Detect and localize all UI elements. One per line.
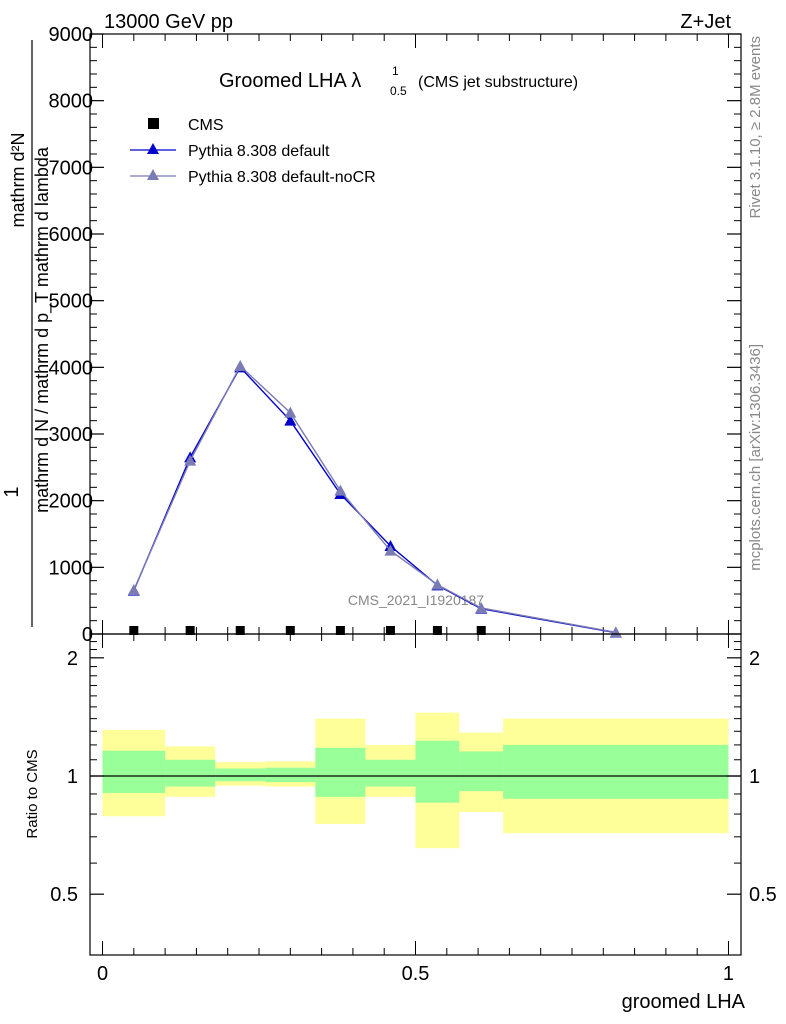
watermark: CMS_2021_I1920187 (348, 592, 484, 608)
cms-point (129, 626, 139, 635)
main-ytick-label: 8000 (49, 91, 94, 113)
ylabel-denominator: mathrm d N / mathrm d p_T mathrm d lambd… (32, 146, 53, 513)
cms-point (385, 626, 395, 635)
ratio-ytick-label-left: 1 (67, 766, 78, 788)
ratio-ticks: 0.5 0.5 1 1 2 2 0 0.5 1 (50, 634, 777, 985)
series-point-nocr (334, 484, 347, 496)
main-ytick-label: 1000 (49, 557, 94, 579)
cms-point (476, 626, 486, 635)
ratio-frame (89, 633, 742, 956)
series-point-nocr (127, 584, 140, 595)
chart-title: Groomed LHA λ 1 0.5 (CMS jet substructur… (219, 64, 578, 98)
ratio-xtick-label: 1 (723, 963, 734, 985)
ylabel-one: 1 (1, 486, 23, 497)
ratio-band-inner (165, 759, 216, 787)
ratio-band-inner (102, 750, 166, 794)
legend-marker-cms (148, 118, 159, 129)
side-text-rivet: Rivet 3.1.10, ≥ 2.8M events (747, 36, 764, 219)
ratio-band-inner (459, 751, 504, 792)
series-point-nocr (384, 544, 397, 556)
ratio-ytick-label-right: 2 (749, 648, 760, 670)
title-lambda: λ (351, 70, 361, 92)
title-suffix: (CMS jet substructure) (418, 74, 578, 91)
header-left: 13000 GeV pp (104, 11, 233, 33)
main-ticks: 0 1000 2000 3000 4000 5000 6000 7000 8000 9000 (49, 24, 741, 646)
ratio-band-inner (315, 747, 366, 797)
series-point-nocr (431, 578, 444, 590)
legend-label-nocr: Pythia 8.308 default-noCR (188, 169, 376, 186)
legend-label-cms: CMS (188, 117, 224, 134)
main-series (127, 360, 622, 638)
cms-point (235, 626, 245, 635)
x-axis-label: groomed LHA (622, 991, 746, 1013)
ratio-bands (90, 712, 741, 849)
ratio-ytick-label-right: 1 (749, 766, 760, 788)
main-ytick-label: 9000 (49, 24, 94, 46)
series-point-nocr (475, 602, 488, 613)
svg-text:Groomed LHA λ: Groomed LHA λ (219, 70, 361, 92)
series-point-default (284, 414, 297, 426)
main-ytick-label: 4000 (49, 357, 94, 379)
series-point-nocr (234, 360, 247, 371)
ratio-ytick-label-left: 2 (67, 648, 78, 670)
main-ytick-label: 5000 (49, 291, 94, 313)
cms-point (285, 626, 295, 635)
ratio-band-inner (215, 768, 266, 782)
side-text-mcplots: mcplots.cern.ch [arXiv:1306.3436] (747, 344, 764, 571)
title-subscript: 0.5 (390, 84, 407, 98)
main-ytick-label: 0 (82, 624, 93, 646)
main-panel: 0 1000 2000 3000 4000 5000 6000 7000 8000 9000 (49, 24, 742, 646)
legend-marker-default (147, 143, 159, 154)
main-ytick-label: 2000 (49, 491, 94, 513)
main-ytick-label: 6000 (49, 224, 94, 246)
ratio-band-inner (265, 767, 316, 783)
header-right: Z+Jet (680, 11, 731, 33)
series-point-nocr (184, 454, 197, 466)
cms-point (185, 626, 195, 635)
ratio-ytick-label-left: 0.5 (50, 884, 78, 906)
ratio-ytick-label-right: 0.5 (749, 884, 777, 906)
title-prefix: Groomed LHA (219, 70, 347, 92)
ratio-xtick-label: 0.5 (402, 963, 430, 985)
main-ytick-label: 7000 (49, 157, 94, 179)
legend: CMS Pythia 8.308 default Pythia 8.308 de… (130, 117, 376, 186)
legend-label-default: Pythia 8.308 default (188, 143, 330, 160)
cms-point (432, 626, 442, 635)
ratio-panel: 0.5 0.5 1 1 2 2 0 0.5 1 (50, 633, 777, 985)
title-superscript: 1 (392, 64, 399, 78)
ratio-band-inner (365, 759, 416, 787)
ratio-band-inner (415, 740, 460, 803)
ratio-ylabel: Ratio to CMS (24, 749, 41, 838)
ratio-xtick-label: 0 (97, 963, 108, 985)
main-ytick-label: 3000 (49, 424, 94, 446)
legend-marker-nocr (147, 169, 159, 180)
upper-ylabel: 1 mathrm d²N mathrm d N / mathrm d p_T m… (1, 40, 53, 627)
ylabel-numerator: mathrm d²N (8, 132, 28, 227)
ratio-band-inner (503, 744, 729, 799)
cms-point (335, 626, 345, 635)
series-point-nocr (284, 406, 297, 418)
